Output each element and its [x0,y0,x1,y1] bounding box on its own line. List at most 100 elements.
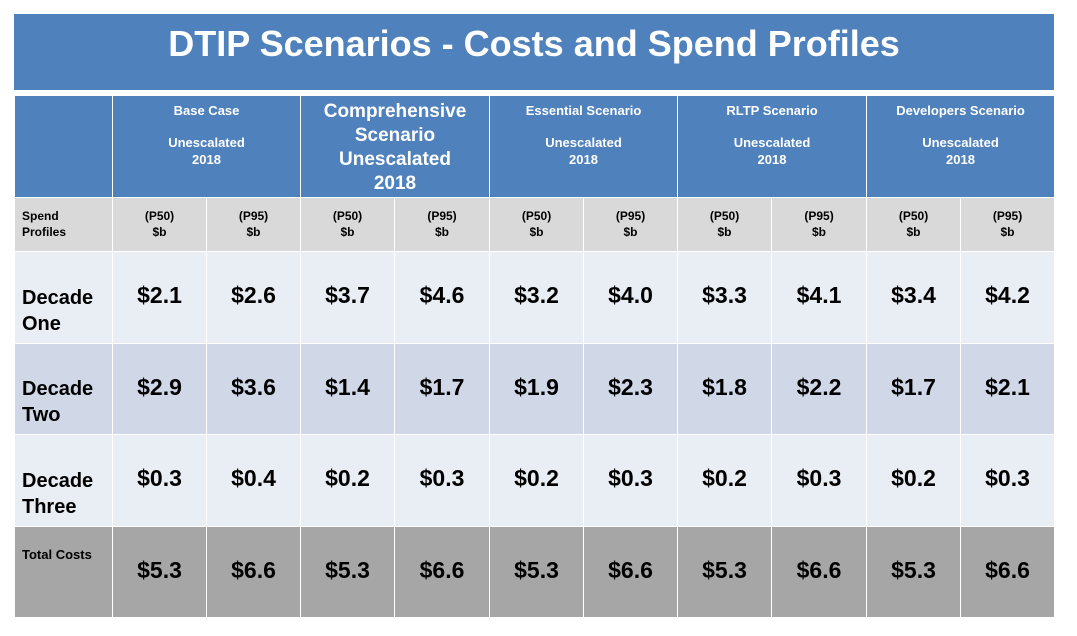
unit-label: $b [152,225,167,239]
unit-label: $b [1000,225,1015,239]
cost-value: $2.2 [796,374,842,400]
scenario-year: 2018 [373,173,417,194]
unit-label: $b [812,225,827,239]
cost-value: $1.9 [514,374,559,400]
cost-value: $3.6 [231,374,276,400]
cost-value: $1.8 [702,374,747,400]
scenario-escalation: Unescalated [168,135,245,150]
p95-column-header: (P95) $b [393,197,491,252]
total-value: $5.3 [891,557,936,583]
cost-value: $0.3 [419,465,465,491]
scenario-name: Base Case [173,103,240,118]
cost-cell: $0.4 [206,434,301,527]
total-cell: $6.6 [960,526,1056,618]
p95-column-header: (P95) $b [771,197,868,252]
cost-cell: $1.8 [677,343,773,435]
cost-value: $0.2 [702,465,747,491]
cost-cell: $2.3 [583,343,679,435]
scenario-cost-table: Base Case Unescalated 2018 Comprehensive… [14,95,1056,618]
cost-cell: $0.3 [771,434,868,527]
scenario-header-row: Base Case Unescalated 2018 Comprehensive… [14,95,1056,198]
unit-label: $b [623,225,638,239]
p50-column-header: (P50) $b [112,197,207,252]
total-value: $6.6 [231,557,276,583]
total-cell: $6.6 [583,526,679,618]
scenario-name-line2: Scenario [354,125,436,146]
total-value: $5.3 [702,557,747,583]
row-label-line2: One [22,312,61,335]
cost-value: $1.4 [325,374,370,400]
p50-column-header: (P50) $b [866,197,962,252]
cost-value: $3.3 [702,282,747,308]
scenario-name: Developers Scenario [896,103,1025,118]
cost-value: $0.3 [796,465,842,491]
row-label-line2: Two [22,404,61,426]
spend-profiles-label-line2: Profiles [22,225,67,239]
row-label-line2: Three [22,495,77,518]
cost-value: $0.3 [985,465,1030,491]
total-costs-label: Total Costs [14,526,113,618]
scenario-header-comprehensive: Comprehensive Scenario Unescalated 2018 [299,95,491,198]
scenario-year: 2018 [946,152,975,167]
row-label: Decade One [14,251,113,344]
total-cell: $5.3 [112,526,207,618]
p95-column-header: (P95) $b [583,197,679,252]
cost-value: $1.7 [891,374,936,400]
cost-cell: $1.7 [866,343,962,435]
cost-cell: $2.1 [112,251,207,344]
cost-cell: $1.9 [489,343,585,435]
cost-value: $0.3 [137,465,182,491]
cost-cell: $4.6 [393,251,491,344]
scenario-escalation: Unescalated [339,149,451,170]
spend-profiles-label-line1: Spend [22,209,59,223]
cost-cell: $0.3 [583,434,679,527]
cost-value: $1.7 [419,374,465,400]
total-cell: $5.3 [677,526,773,618]
cost-cell: $2.2 [771,343,868,435]
cost-cell: $0.2 [866,434,962,527]
cost-value: $0.2 [891,465,936,491]
unit-label: $b [717,225,732,239]
scenario-escalation: Unescalated [922,135,999,150]
cost-value: $4.2 [985,282,1030,308]
cost-cell: $0.3 [393,434,491,527]
total-cell: $6.6 [206,526,301,618]
scenario-header-base-case: Base Case Unescalated 2018 [112,95,301,198]
total-value: $5.3 [137,557,182,583]
spend-profile-subheader-row: Spend Profiles (P50) $b (P95) $b (P50) $b (… [14,197,1056,252]
cost-cell: $0.2 [300,434,395,527]
p95-label: (P95) [804,209,834,223]
p50-label: (P50) [521,209,552,223]
spend-profiles-label: Spend Profiles [14,197,113,252]
row-label-line1: Decade [22,469,94,492]
scenario-name: Comprehensive [323,101,467,122]
scenario-escalation: Unescalated [733,135,811,150]
p95-label: (P95) [238,209,269,223]
p50-column-header: (P50) $b [677,197,773,252]
cost-cell: $1.4 [300,343,395,435]
table-row-total-costs: Total Costs $5.3 $6.6 $5.3 $6.6 $5.3 $6.… [14,526,1056,618]
p95-column-header: (P95) $b [206,197,301,252]
p50-label: (P50) [144,209,175,223]
cost-cell: $2.1 [960,343,1056,435]
p50-column-header: (P50) $b [489,197,585,252]
scenario-escalation: Unescalated [545,135,622,150]
cost-cell: $3.3 [677,251,773,344]
p50-column-header: (P50) $b [300,197,395,252]
cost-value: $0.2 [514,465,559,491]
scenario-year: 2018 [569,152,598,167]
total-value: $6.6 [419,557,465,583]
unit-label: $b [435,225,450,239]
p95-label: (P95) [427,209,457,223]
total-cell: $5.3 [866,526,962,618]
cost-value: $2.1 [985,374,1030,400]
cost-value: $4.1 [796,282,842,308]
unit-label: $b [906,225,921,239]
p95-label: (P95) [992,209,1023,223]
cost-cell: $1.7 [393,343,491,435]
total-value: $6.6 [796,557,842,583]
total-cell: $6.6 [771,526,868,618]
total-cell: $6.6 [393,526,491,618]
cost-cell: $2.9 [112,343,207,435]
unit-label: $b [529,225,544,239]
